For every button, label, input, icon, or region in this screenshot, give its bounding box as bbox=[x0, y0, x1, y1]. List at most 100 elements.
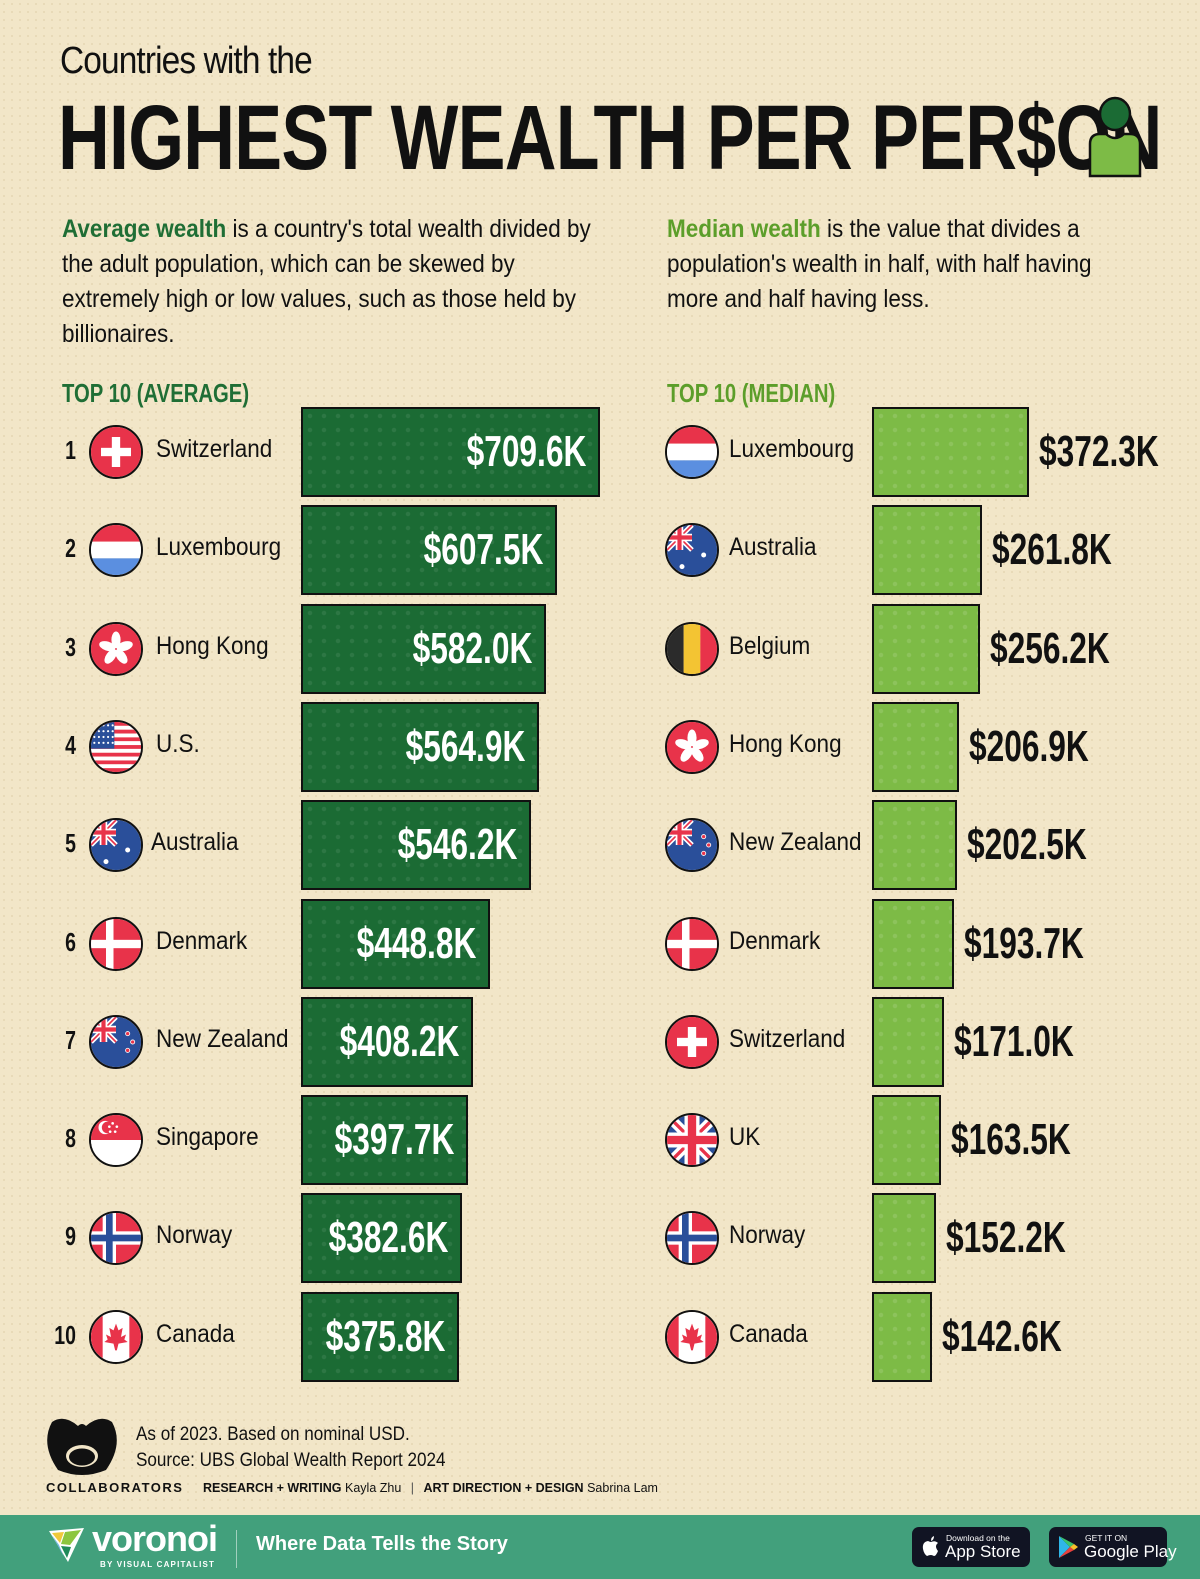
rank-number: 3 bbox=[65, 631, 76, 662]
median-bar bbox=[872, 1095, 941, 1186]
country-name: New Zealand bbox=[156, 1024, 289, 1053]
average-row: 6 Denmark $448.8K bbox=[0, 898, 1200, 989]
median-row: Denmark $193.7K bbox=[0, 898, 1200, 989]
flag-us-icon bbox=[89, 719, 143, 774]
rank-number: 1 bbox=[65, 435, 76, 465]
median-bar bbox=[872, 1291, 932, 1382]
value-label: $564.9K bbox=[405, 721, 525, 771]
credit-separator: | bbox=[410, 1481, 415, 1495]
value-label: $709.6K bbox=[466, 427, 586, 476]
value-label: $163.5K bbox=[951, 1115, 1071, 1165]
country-name: UK bbox=[729, 1123, 761, 1152]
rank-number: 4 bbox=[65, 729, 76, 760]
average-text: is a country's total wealth divided by t… bbox=[62, 215, 591, 348]
median-row: Switzerland $171.0K bbox=[0, 996, 1200, 1087]
value-label: $546.2K bbox=[397, 820, 517, 870]
average-bar: $709.6K bbox=[301, 407, 600, 497]
value-label: $607.5K bbox=[423, 525, 543, 575]
flag-ca-icon bbox=[89, 1309, 143, 1364]
footer-divider bbox=[236, 1530, 237, 1568]
average-row: 4 U.S. $564.9K bbox=[0, 701, 1200, 792]
median-bar bbox=[872, 898, 954, 989]
google-play-icon bbox=[1059, 1536, 1078, 1558]
country-name: Switzerland bbox=[156, 435, 273, 463]
average-row: 9 Norway $382.6K bbox=[0, 1193, 1200, 1284]
value-label: $397.7K bbox=[334, 1115, 454, 1165]
median-bar bbox=[872, 407, 1029, 497]
value-label: $382.6K bbox=[328, 1213, 448, 1263]
median-bar bbox=[872, 505, 982, 596]
voronoi-brand-sub: BY VISUAL CAPITALIST bbox=[100, 1560, 216, 1569]
flag-nz-icon bbox=[89, 1014, 143, 1069]
flag-lu-icon bbox=[665, 425, 719, 479]
median-bar bbox=[872, 800, 957, 891]
credit-role-design: ART DIRECTION + DESIGN bbox=[423, 1481, 584, 1495]
country-name: Hong Kong bbox=[156, 631, 269, 660]
average-term: Average wealth bbox=[62, 215, 227, 243]
collaborator-logo-icon bbox=[47, 1418, 117, 1475]
collaborators-label: COLLABORATORS bbox=[46, 1480, 184, 1495]
country-name: Canada bbox=[729, 1319, 808, 1348]
median-bar bbox=[872, 701, 959, 792]
flag-sg-icon bbox=[89, 1113, 143, 1168]
country-name: Denmark bbox=[156, 926, 248, 955]
average-row: 3 Hong Kong $582.0K bbox=[0, 603, 1200, 694]
chart-title: HIGHEST WEALTH PER PER$ON bbox=[58, 87, 1162, 189]
value-label: $202.5K bbox=[967, 820, 1087, 870]
average-bar: $397.7K bbox=[301, 1095, 468, 1186]
value-label: $152.2K bbox=[946, 1213, 1066, 1263]
rank-number: 10 bbox=[54, 1319, 76, 1350]
credit-role-research: RESEARCH + WRITING bbox=[202, 1481, 342, 1495]
flag-hk-icon bbox=[89, 621, 143, 676]
country-name: Luxembourg bbox=[729, 435, 855, 463]
average-bar: $448.8K bbox=[301, 898, 490, 989]
chart-subtitle: Countries with the bbox=[60, 40, 313, 82]
google-play-big-text: Google Play bbox=[1084, 1542, 1177, 1561]
credits: COLLABORATORS RESEARCH + WRITING Kayla Z… bbox=[46, 1480, 658, 1495]
source-note: As of 2023. Based on nominal USD. Source… bbox=[136, 1422, 446, 1474]
value-label: $193.7K bbox=[964, 918, 1084, 968]
flag-uk-icon bbox=[665, 1113, 719, 1168]
rank-number: 2 bbox=[65, 533, 76, 564]
apple-icon bbox=[922, 1536, 938, 1556]
country-name: Belgium bbox=[729, 631, 811, 660]
flag-hk-icon bbox=[665, 719, 719, 774]
average-bar: $582.0K bbox=[301, 603, 546, 694]
median-bar bbox=[872, 996, 944, 1087]
app-store-small-text: Download on the bbox=[946, 1533, 1010, 1543]
flag-ch-icon bbox=[665, 1014, 719, 1069]
note-line-2: Source: UBS Global Wealth Report 2024 bbox=[136, 1450, 446, 1471]
value-label: $261.8K bbox=[992, 525, 1112, 575]
rank-number: 6 bbox=[65, 926, 76, 957]
country-name: Singapore bbox=[156, 1123, 259, 1152]
value-label: $408.2K bbox=[339, 1016, 459, 1066]
google-play-button[interactable]: GET IT ON Google Play bbox=[1049, 1527, 1177, 1567]
credit-name-research: Kayla Zhu bbox=[345, 1481, 402, 1495]
average-bar: $546.2K bbox=[301, 800, 531, 891]
median-term: Median wealth bbox=[667, 215, 821, 243]
average-bar: $607.5K bbox=[301, 505, 557, 596]
country-name: U.S. bbox=[156, 729, 200, 758]
footer-tagline: Where Data Tells the Story bbox=[256, 1533, 508, 1555]
value-label: $582.0K bbox=[412, 623, 532, 673]
country-name: Australia bbox=[729, 533, 817, 562]
median-row: Norway $152.2K bbox=[0, 1193, 1200, 1284]
voronoi-logo-icon[interactable] bbox=[46, 1525, 88, 1565]
value-label: $171.0K bbox=[954, 1016, 1074, 1066]
value-label: $448.8K bbox=[356, 918, 476, 968]
average-description: Average wealth is a country's total weal… bbox=[62, 212, 602, 352]
rank-number: 8 bbox=[65, 1123, 76, 1154]
median-bar bbox=[872, 1193, 936, 1284]
flag-au-icon bbox=[665, 523, 719, 578]
average-row: 10 Canada $375.8K bbox=[0, 1291, 1200, 1382]
flag-ca-icon bbox=[665, 1309, 719, 1364]
app-store-button[interactable]: Download on the App Store bbox=[912, 1527, 1030, 1567]
average-row: 5 Australia $546.2K bbox=[0, 800, 1200, 891]
average-row: 2 Luxembourg $607.5K bbox=[0, 505, 1200, 596]
voronoi-brand[interactable]: voronoi bbox=[92, 1518, 218, 1559]
country-name: Australia bbox=[151, 828, 239, 857]
average-bar: $408.2K bbox=[301, 996, 473, 1087]
country-name: Hong Kong bbox=[729, 729, 842, 758]
flag-ch-icon bbox=[89, 425, 143, 479]
average-bar: $375.8K bbox=[301, 1291, 459, 1382]
